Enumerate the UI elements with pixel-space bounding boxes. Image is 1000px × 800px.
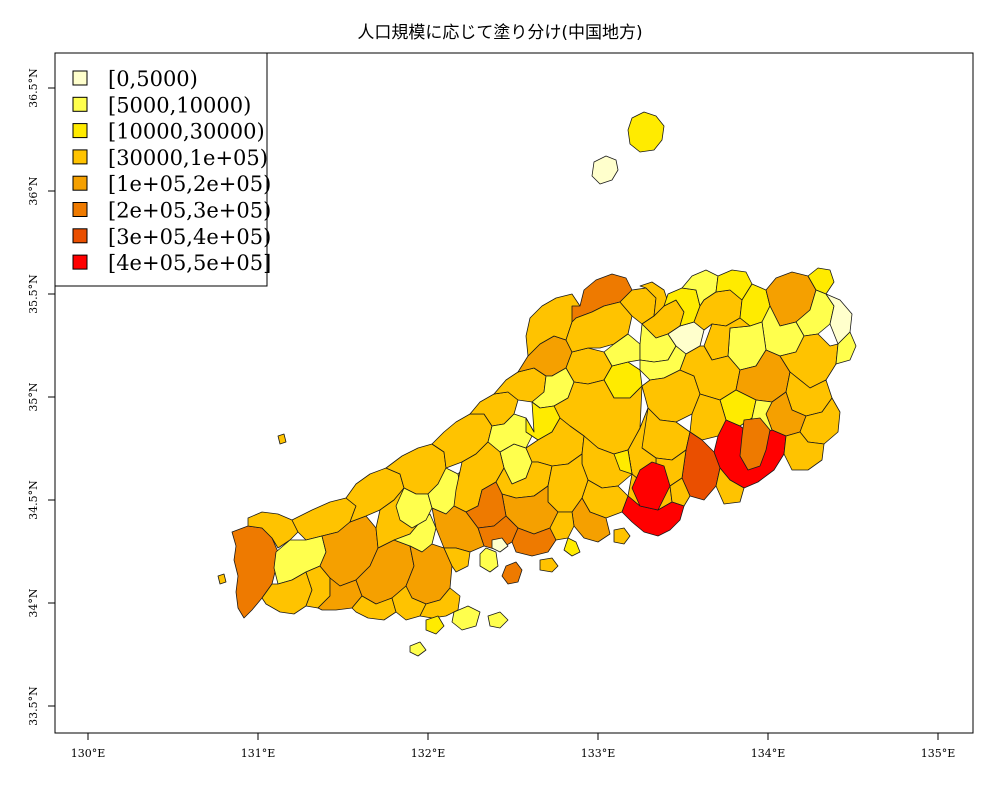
x-tick-label: 134°E: [751, 747, 786, 760]
region-okayama-east: [739, 417, 771, 471]
map-title: 人口規模に応じて塗り分け(中国地方): [357, 23, 643, 43]
x-axis: 130°E 131°E 132°E 133°E 134°E 135°E: [71, 732, 956, 760]
region-setouchi: [783, 431, 825, 471]
y-tick-label: 36.5°N: [27, 68, 40, 108]
y-tick-label: 34.5°N: [27, 480, 40, 520]
region-nishiawakura: [835, 331, 857, 365]
y-tick-label: 36°N: [27, 176, 40, 205]
region-hofu: [317, 577, 363, 611]
region-hatsukaichi: [431, 505, 485, 553]
region-island-e: [613, 527, 631, 545]
region-island-f: [539, 557, 559, 573]
region-oki-dozen: [591, 155, 619, 185]
legend-swatch: [72, 70, 88, 86]
y-tick-label: 34°N: [27, 588, 40, 617]
region-tamano: [715, 467, 745, 505]
region-etajima: [479, 547, 499, 573]
legend-swatch: [72, 254, 88, 270]
legend: [0,5000)[5000,10000) [10000,30000)[30000,…: [54, 52, 271, 287]
x-tick-label: 133°E: [581, 747, 616, 760]
y-axis: 33.5°N 34°N 34.5°N 35°N 35.5°N 36°N 36.5°N: [27, 68, 56, 726]
region-oki-dogo: [627, 111, 665, 153]
legend-swatch: [72, 96, 88, 112]
region-kawamoto: [487, 413, 535, 453]
region-fukuyama-north: [631, 461, 671, 511]
x-tick-label: 130°E: [71, 747, 106, 760]
region-tsuwano: [395, 487, 433, 529]
region-island-d: [425, 615, 445, 635]
legend-swatch: [72, 228, 88, 244]
x-tick-label: 131°E: [241, 747, 276, 760]
x-tick-label: 132°E: [411, 747, 446, 760]
region-kure: [511, 527, 557, 557]
legend-label: [4e+05,5e+05]: [108, 251, 271, 275]
region-island-b: [451, 605, 481, 631]
legend-swatch: [72, 175, 88, 191]
y-tick-label: 33.5°N: [27, 686, 40, 726]
legend-box: [54, 52, 268, 287]
x-tick-label: 135°E: [921, 747, 956, 760]
legend-label: [5000,10000): [108, 93, 251, 117]
region-island-g: [491, 537, 509, 553]
region-otake: [443, 547, 471, 573]
legend-label: [2e+05,3e+05): [108, 199, 271, 223]
legend-label: [10000,30000): [108, 120, 265, 144]
region-island-c: [487, 611, 509, 629]
region-kurashiki: [681, 431, 721, 501]
region-island-i: [277, 433, 287, 445]
region-shinji: [603, 333, 641, 367]
region-jinseki: [613, 449, 633, 475]
region-izumo-coast: [525, 293, 581, 357]
legend-label: [1e+05,2e+05): [108, 172, 271, 196]
region-kudamatsu: [351, 595, 397, 621]
region-osakikamijima: [563, 537, 581, 557]
legend-swatch: [72, 202, 88, 217]
region-asakuchi: [669, 477, 691, 507]
region-maniwa: [679, 345, 741, 401]
legend-items: [0,5000)[5000,10000) [10000,30000)[30000,…: [72, 67, 271, 275]
legend-label: [3e+05,4e+05): [108, 225, 271, 249]
legend-swatch: [72, 149, 88, 165]
region-island-h: [409, 641, 427, 657]
legend-label: [30000,1e+05): [108, 146, 268, 170]
y-tick-label: 35°N: [27, 382, 40, 411]
region-gotsu: [469, 391, 519, 427]
legend-swatch: [72, 123, 88, 139]
region-island-a: [501, 561, 523, 585]
y-tick-label: 35.5°N: [27, 274, 40, 314]
region-takehara: [549, 511, 575, 541]
municipality-regions: [217, 111, 857, 657]
legend-label: [0,5000): [108, 67, 198, 91]
region-island-j: [217, 573, 227, 585]
